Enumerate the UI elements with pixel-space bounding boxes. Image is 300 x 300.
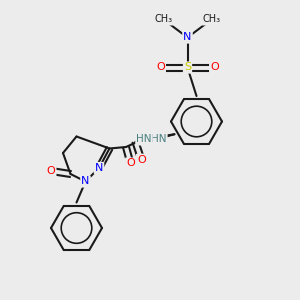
Text: CH₃: CH₃ [154, 14, 172, 25]
Text: O: O [126, 158, 135, 169]
Text: CH₃: CH₃ [202, 14, 220, 25]
Text: N: N [183, 32, 192, 43]
Text: O: O [137, 155, 146, 165]
Text: HN: HN [136, 134, 152, 145]
Text: S: S [184, 62, 191, 73]
Text: O: O [46, 166, 56, 176]
Text: O: O [210, 62, 219, 73]
Text: N: N [81, 176, 90, 187]
Text: N: N [95, 163, 103, 173]
Text: O: O [156, 62, 165, 73]
Text: HN: HN [151, 134, 166, 144]
